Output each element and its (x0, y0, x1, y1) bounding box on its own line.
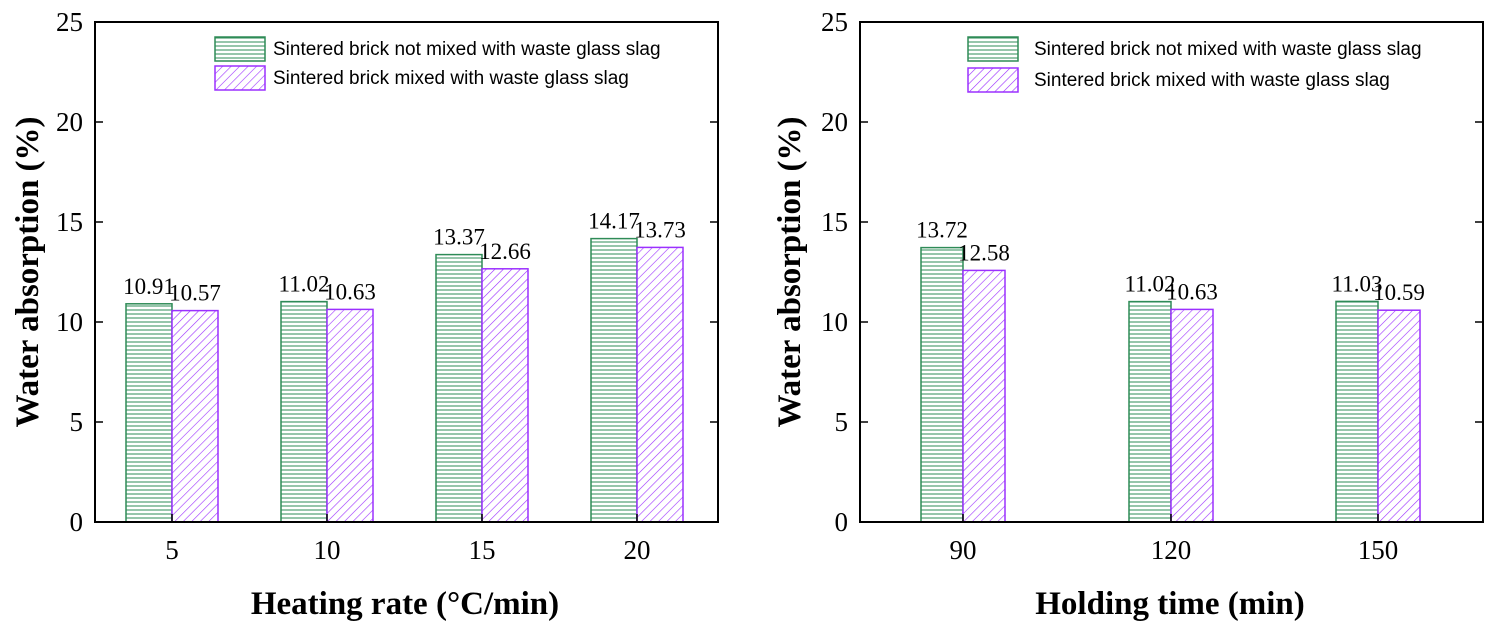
legend-label-series2: Sintered brick mixed with waste glass sl… (273, 68, 629, 89)
y-tick-label-10: 10 (821, 307, 848, 337)
x-tick-label-120: 120 (1151, 535, 1192, 565)
bar-series2-90 (962, 269, 1006, 523)
legend-swatch-series2 (214, 65, 266, 91)
y-tick-label-0: 0 (835, 507, 849, 537)
y-tick-label-5: 5 (835, 407, 849, 437)
data-label-series1-120: 11.02 (1125, 272, 1176, 297)
bar-series1-5 (125, 303, 173, 523)
legend-label-series1: Sintered brick not mixed with waste glas… (273, 39, 661, 60)
legend-swatch-series2 (967, 67, 1019, 93)
bar-series1-15 (435, 253, 483, 523)
bar-series2-5 (171, 309, 219, 523)
bar-series1-20 (590, 237, 638, 523)
legend-swatch-series1 (967, 36, 1019, 62)
bar-series1-150 (1335, 300, 1379, 523)
data-label-series1-5: 10.91 (123, 274, 175, 299)
data-label-series1-90: 13.72 (916, 218, 968, 243)
y-axis-title: Water absorption (%) (10, 116, 46, 427)
data-label-series2-10: 10.63 (324, 279, 376, 304)
x-tick-label-5: 5 (165, 535, 179, 565)
legend-swatch-series1 (214, 36, 266, 62)
y-tick-label-25: 25 (821, 7, 848, 37)
y-tick-label-20: 20 (821, 107, 848, 137)
chart-panel-heating-rate: Water absorption (%) Heating rate (°C/mi… (10, 7, 719, 622)
x-tick-label-10: 10 (314, 535, 341, 565)
x-axis-title: Heating rate (°C/min) (251, 586, 559, 622)
bar-series2-20 (636, 246, 684, 523)
legend-label-series2: Sintered brick mixed with waste glass sl… (1034, 70, 1390, 91)
y-tick-label-15: 15 (56, 207, 83, 237)
data-label-series2-15: 12.66 (479, 239, 531, 264)
bar-series1-10 (280, 300, 328, 523)
data-label-series1-15: 13.37 (433, 225, 485, 250)
data-label-series1-20: 14.17 (588, 209, 640, 234)
x-tick-label-20: 20 (624, 535, 651, 565)
bar-series1-120 (1128, 300, 1172, 523)
bar-series1-90 (920, 246, 964, 523)
y-tick-label-20: 20 (56, 107, 83, 137)
x-tick-label-15: 15 (469, 535, 496, 565)
x-tick-label-90: 90 (950, 535, 977, 565)
plot-frame (94, 21, 719, 523)
bar-series2-15 (481, 268, 529, 523)
data-label-series2-5: 10.57 (169, 281, 221, 306)
y-axis-title: Water absorption (%) (772, 116, 808, 427)
x-axis-title: Holding time (min) (1035, 586, 1305, 622)
data-label-series1-150: 11.03 (1332, 271, 1383, 296)
bar-series2-120 (1170, 308, 1214, 523)
legend-label-series1: Sintered brick not mixed with waste glas… (1034, 39, 1422, 60)
y-tick-label-10: 10 (56, 307, 83, 337)
data-label-series1-10: 11.02 (279, 272, 330, 297)
data-label-series2-150: 10.59 (1373, 280, 1425, 305)
x-tick-label-150: 150 (1358, 535, 1399, 565)
data-label-series2-20: 13.73 (634, 217, 686, 242)
chart-panel-holding-time: Water absorption (%) Holding time (min) … (772, 7, 1484, 622)
y-tick-label-0: 0 (70, 507, 84, 537)
y-tick-label-5: 5 (70, 407, 84, 437)
bar-series2-10 (326, 308, 374, 523)
data-label-series2-120: 10.63 (1166, 279, 1218, 304)
y-tick-label-15: 15 (821, 207, 848, 237)
y-tick-label-25: 25 (56, 7, 83, 37)
data-label-series2-90: 12.58 (958, 240, 1010, 265)
bar-series2-150 (1377, 309, 1421, 523)
